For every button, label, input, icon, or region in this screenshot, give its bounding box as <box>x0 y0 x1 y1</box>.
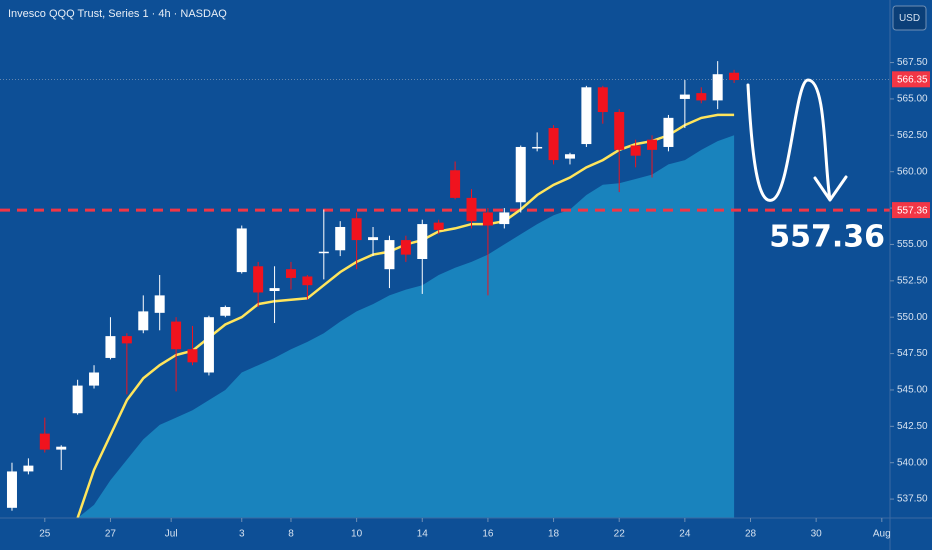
candle-body <box>450 170 461 198</box>
candle-body <box>187 349 198 363</box>
x-tick-label: 22 <box>614 529 626 540</box>
last-price-label: 566.35 <box>897 74 928 85</box>
candle-body <box>89 372 100 386</box>
y-tick-label: 562.50 <box>897 130 928 141</box>
candle-body <box>236 228 247 273</box>
x-tick-label: 18 <box>548 529 560 540</box>
candle-body <box>384 240 395 270</box>
candle-body <box>663 117 674 147</box>
candle-body <box>712 74 723 101</box>
candle-body <box>203 317 214 373</box>
candle-body <box>614 112 625 150</box>
candle-body <box>351 218 362 241</box>
y-tick-label: 545.00 <box>897 385 928 396</box>
x-tick-label: Aug <box>873 529 891 540</box>
area <box>77 135 735 519</box>
candle-body <box>171 321 182 350</box>
candle-body <box>630 145 641 156</box>
candle-body <box>368 237 379 241</box>
candle-body <box>253 266 264 293</box>
candle-body <box>433 222 444 230</box>
candle-body <box>138 311 149 331</box>
candle-body <box>154 295 165 313</box>
y-tick-label: 567.50 <box>897 57 928 68</box>
candle-body <box>729 72 740 81</box>
candle-body <box>482 212 493 226</box>
candle-body <box>581 87 592 145</box>
level-label: 557.36 <box>897 205 928 216</box>
candle-body <box>302 276 313 286</box>
x-tick-label: 28 <box>745 529 757 540</box>
x-tick-label: 8 <box>288 529 294 540</box>
y-tick-label: 552.50 <box>897 275 928 286</box>
candle-body <box>285 269 296 278</box>
last-price-label-box <box>892 71 930 88</box>
candle-body <box>6 471 17 508</box>
candle-body <box>23 465 34 472</box>
candle-body <box>466 197 477 222</box>
chart-title: Invesco QQQ Trust, Series 1 · 4h · NASDA… <box>8 8 227 20</box>
level-annotation: 557.36 <box>769 220 885 255</box>
x-tick-label: Jul <box>165 529 178 540</box>
candle-body <box>564 154 575 159</box>
currency-box[interactable] <box>892 5 927 31</box>
candle-body <box>72 385 83 414</box>
candle-body <box>679 94 690 99</box>
x-tick-label: 14 <box>417 529 429 540</box>
candle-body <box>121 336 132 344</box>
x-tick-label: 25 <box>39 529 51 540</box>
candle-body <box>548 128 559 161</box>
candle-body <box>532 146 543 149</box>
x-tick-label: 10 <box>351 529 363 540</box>
y-tick-label: 550.00 <box>897 312 928 323</box>
candle-body <box>515 146 526 203</box>
candle-body <box>417 224 428 259</box>
candle-body <box>105 336 116 358</box>
x-tick-label: 3 <box>239 529 245 540</box>
y-tick-label: 560.00 <box>897 166 928 177</box>
currency: USD <box>899 13 920 24</box>
candle-body <box>335 226 346 251</box>
x-tick-label: 24 <box>679 529 691 540</box>
candle-body <box>696 93 707 101</box>
candle-body <box>220 307 231 316</box>
y-tick-label: 555.00 <box>897 239 928 250</box>
x-tick-label: 30 <box>811 529 823 540</box>
candle-body <box>597 87 608 113</box>
plot <box>0 61 890 519</box>
y-tick-label: 537.50 <box>897 494 928 505</box>
x-tick-label: 16 <box>482 529 494 540</box>
candle-body <box>400 240 411 255</box>
y-tick-label: 540.00 <box>897 457 928 468</box>
candle-body <box>39 433 50 450</box>
y-tick-label: 542.50 <box>897 421 928 432</box>
x-tick-label: 27 <box>105 529 117 540</box>
candle-body <box>499 212 510 225</box>
candle-body <box>647 139 658 150</box>
forecast-arrow <box>746 78 848 202</box>
y-tick-label: 565.00 <box>897 94 928 105</box>
y-tick-label: 547.50 <box>897 348 928 359</box>
candle-body <box>269 288 280 292</box>
level-label-box <box>892 202 930 219</box>
candle-body <box>56 446 67 450</box>
candle-body <box>318 251 329 254</box>
